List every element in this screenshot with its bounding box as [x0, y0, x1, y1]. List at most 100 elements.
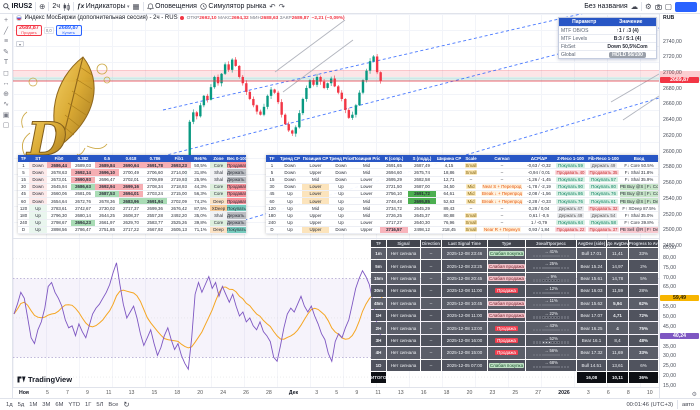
brush-tool-icon[interactable]: ✎: [3, 48, 9, 56]
separator: [641, 2, 643, 11]
range-3М[interactable]: 3М: [42, 401, 51, 408]
range-Все[interactable]: Все: [108, 401, 119, 408]
time-axis-label: 24: [220, 390, 226, 396]
signal-header-cell: Type: [487, 239, 526, 248]
redo-icon[interactable]: ↷: [278, 1, 285, 11]
range-6М[interactable]: 6М: [55, 401, 64, 408]
fib-level-value: 2687,53: [95, 190, 119, 199]
range-YTD[interactable]: YTD: [68, 401, 81, 408]
cloud-save-icon[interactable]: ☁: [630, 1, 639, 11]
fib-tf: 60: [18, 197, 29, 206]
range-5д[interactable]: 5д: [17, 401, 25, 408]
signal-progress: 28%: [628, 284, 659, 298]
cp-row: 240 Up Upper Up Lower 2717,27 2640,30 76,96 Smal…: [266, 219, 658, 227]
remove-tool-icon[interactable]: ▢: [2, 122, 10, 129]
indicator-templates-icon[interactable]: ▦: [132, 1, 140, 11]
time-axis-label: 9: [355, 390, 359, 396]
zone-progress-cell: [560, 266, 564, 270]
zone-progress-cell: [554, 341, 557, 344]
market-simulator-button[interactable]: Симулятор рынка: [200, 3, 266, 10]
signal-direction: –: [420, 358, 442, 372]
zone-progress-cell: [545, 316, 548, 319]
refresh-icon[interactable]: ↻: [123, 399, 130, 409]
axis-settings-gear-icon[interactable]: ⚙: [691, 392, 697, 398]
cp-pos-price: Mid: [353, 197, 380, 206]
fib-tf: 15: [18, 176, 29, 184]
undo-icon[interactable]: ↶: [269, 1, 276, 11]
fib-zone: Core: [210, 162, 227, 170]
total-blank: [442, 371, 488, 383]
cp-resistance: 2748,48: [380, 197, 408, 206]
fullscreen-icon[interactable]: ▢: [664, 1, 672, 11]
main-area: + ╱ ≡ ✎ T ◻ ↔ ⊕ ∿ ▣ ▢: [0, 14, 700, 398]
cp-tf: 5: [266, 168, 278, 177]
cp-entry: PB Buy @S | F↓ Deep 74.2%: [620, 197, 658, 206]
candlestick-chart[interactable]: [13, 14, 659, 238]
text-tool-icon[interactable]: T: [3, 59, 9, 66]
buy-button[interactable]: 2689,87 Купить: [55, 24, 82, 37]
range-5Л[interactable]: 5Л: [96, 401, 104, 408]
chart-legend[interactable]: Индекс МосБиржи (дополнительная сессия) …: [16, 15, 345, 21]
total-blank: [421, 371, 442, 383]
timeframe-button[interactable]: 2ч: [52, 3, 60, 10]
zoom-tool-icon[interactable]: ⊕: [3, 90, 9, 98]
trend-line-tool-icon[interactable]: ╱: [3, 27, 9, 35]
time-axis[interactable]: Ноя 5 7 9 11 13 15 18 20 24 26 28 Дек 3 5 9 11 13 16 18 20 23…: [13, 387, 659, 398]
signal-row: 5m Нет сигнала –2025-12-08 23:25 Слабая про…: [370, 259, 659, 273]
scale-mode-toggle[interactable]: авто: [682, 401, 694, 408]
chart-type-icon[interactable]: [63, 2, 70, 11]
oscillator-pane[interactable]: TradingView TF Signal Direction Last Signal…: [13, 238, 659, 387]
range-1Г[interactable]: 1Г: [85, 401, 92, 408]
signal-direction: –: [420, 284, 442, 298]
lock-tool-icon[interactable]: ▣: [2, 111, 10, 119]
oscillator-tick: 55,00: [663, 304, 676, 311]
fib-level-value: 2660,06: [47, 190, 71, 199]
legend-collapse-chevron[interactable]: ▾: [16, 41, 24, 47]
shapes-tool-icon[interactable]: ◻: [3, 69, 9, 77]
zone-progress-cell: [538, 316, 542, 319]
publish-button[interactable]: [675, 1, 697, 12]
alerts-button[interactable]: Оповещения: [146, 3, 197, 10]
zone-percent: → 25%: [544, 261, 558, 267]
measure-tool-icon[interactable]: ↔: [2, 80, 10, 87]
signal-zone: → 68%: [525, 358, 577, 372]
zone-progress-cell: [541, 279, 545, 282]
signal-type: Слабая продажа: [487, 296, 526, 310]
cp-scale: –: [462, 176, 480, 184]
cp-resistance: 2716,57: [380, 226, 408, 235]
range-1М[interactable]: 1М: [29, 401, 38, 408]
signal-header-cell: До AvgDev: [606, 239, 629, 248]
signal-tf: 15m: [370, 271, 387, 286]
parameters-panel: Параметр Значение MTF OB/OS ↑1 / ↓3 (4) MTF…: [558, 17, 657, 59]
fib-tf: D: [18, 226, 29, 235]
price-scale[interactable]: RUB ⚙ 2740,00 2720,00 2700,00 2680,00 2660,0…: [659, 14, 700, 398]
price-chart-pane[interactable]: D Индекс МосБиржи (дополнительная сессия…: [13, 14, 659, 238]
magnet-tool-icon[interactable]: ∿: [3, 101, 9, 108]
settings-gear-icon[interactable]: ⚙: [645, 1, 652, 11]
fib-level-value: 2718,93: [167, 183, 191, 191]
range-1д[interactable]: 1д: [6, 401, 13, 408]
oscillator-tick: 35,00: [663, 343, 676, 350]
sell-button[interactable]: 2689,87 Продать: [16, 24, 42, 37]
snapshot-camera-icon[interactable]: [654, 4, 662, 10]
total-blank: [387, 371, 421, 383]
cp-delta: -1,78 / -2,19: [524, 183, 554, 191]
fib-weight-badge: Покупать (Т) 81: [227, 204, 246, 213]
signal-direction: –: [420, 296, 442, 310]
layout-name-button[interactable]: Без названия: [584, 3, 628, 10]
signal-tf: 30m: [370, 284, 387, 298]
compare-add-icon[interactable]: ⊕: [39, 1, 46, 11]
tradingview-logo[interactable]: TradingView: [17, 375, 72, 384]
clock-label[interactable]: 00:01:46 (UTC+3): [626, 401, 673, 408]
price-tick: 2520,00: [663, 211, 682, 218]
symbol-search-button[interactable]: IRUS2: [3, 3, 32, 10]
fib-retracement-tool-icon[interactable]: ≡: [3, 38, 9, 45]
zone-progress-cell: [535, 341, 539, 344]
cp-header-cell: Позиция CP: [302, 155, 329, 163]
currency-label[interactable]: RUB: [663, 15, 675, 21]
indicators-button[interactable]: ƒx Индикаторы ▾: [77, 3, 130, 10]
crosshair-tool-icon[interactable]: +: [3, 17, 9, 24]
cp-header-cell: ΔCP/ΔP: [524, 155, 554, 163]
signal-tf: 4H: [370, 346, 387, 360]
fib-header-cell: 0.5: [95, 155, 119, 163]
